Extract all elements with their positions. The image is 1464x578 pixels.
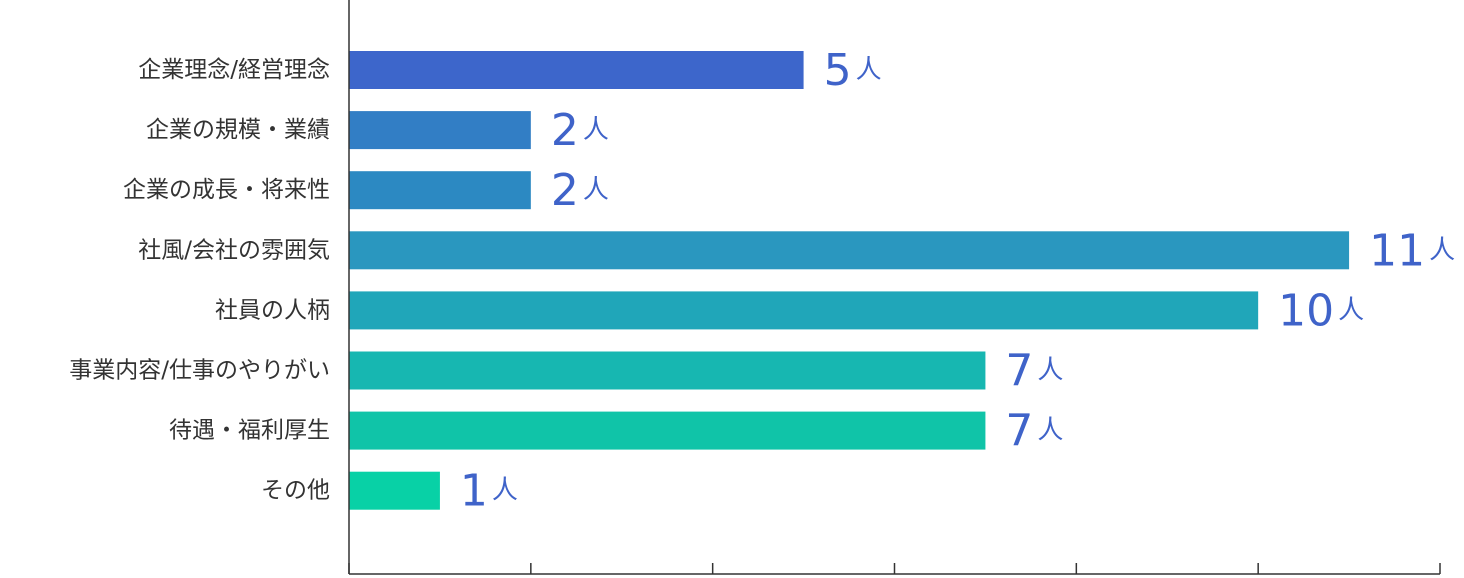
value-number: 1 <box>460 465 488 516</box>
bar <box>349 51 804 89</box>
category-label: 企業の規模・業績 <box>146 117 330 143</box>
bar <box>349 471 440 510</box>
value-number: 7 <box>1005 345 1033 396</box>
bar-row: 企業の規模・業績 2 人 <box>146 105 609 156</box>
x-axis-ticks <box>348 563 1441 574</box>
value-unit: 人 <box>1037 356 1063 386</box>
bar <box>349 411 986 450</box>
value-number: 2 <box>551 165 579 216</box>
bar-row: 企業の成長・将来性 2 人 <box>123 165 609 216</box>
value-number: 10 <box>1278 285 1334 336</box>
bar-row: 社員の人柄 10 人 <box>215 285 1364 336</box>
category-label: 企業理念/経営理念 <box>138 57 330 83</box>
value-number: 5 <box>824 45 852 96</box>
bar <box>349 171 531 210</box>
category-label: 社風/会社の雰囲気 <box>138 237 330 263</box>
axes-group <box>348 0 1441 575</box>
bar-row: 社風/会社の雰囲気 11 人 <box>138 225 1455 276</box>
category-label: 事業内容/仕事のやりがい <box>69 358 330 384</box>
bar-row: 事業内容/仕事のやりがい 7 人 <box>69 345 1063 396</box>
value-label: 11 人 <box>1369 225 1455 276</box>
category-label: 待遇・福利厚生 <box>169 418 330 444</box>
value-unit: 人 <box>856 55 882 85</box>
value-unit: 人 <box>492 476 518 506</box>
bar-row: 待遇・福利厚生 7 人 <box>169 405 1063 456</box>
bar <box>349 351 986 390</box>
bar-row: その他 1 人 <box>261 465 518 516</box>
value-unit: 人 <box>1037 416 1063 446</box>
bar <box>349 231 1350 270</box>
bar-row: 企業理念/経営理念 5 人 <box>138 45 881 96</box>
value-unit: 人 <box>1429 235 1455 265</box>
value-unit: 人 <box>583 115 609 145</box>
category-label: 企業の成長・将来性 <box>123 177 330 203</box>
category-label: 社員の人柄 <box>215 297 330 323</box>
value-unit: 人 <box>1338 295 1364 325</box>
bar <box>349 291 1259 330</box>
value-number: 2 <box>551 105 579 156</box>
value-unit: 人 <box>583 175 609 205</box>
value-number: 7 <box>1005 405 1033 456</box>
category-label: その他 <box>261 478 330 504</box>
value-number: 11 <box>1369 225 1425 276</box>
bar <box>349 111 531 150</box>
value-label: 10 人 <box>1278 285 1364 336</box>
